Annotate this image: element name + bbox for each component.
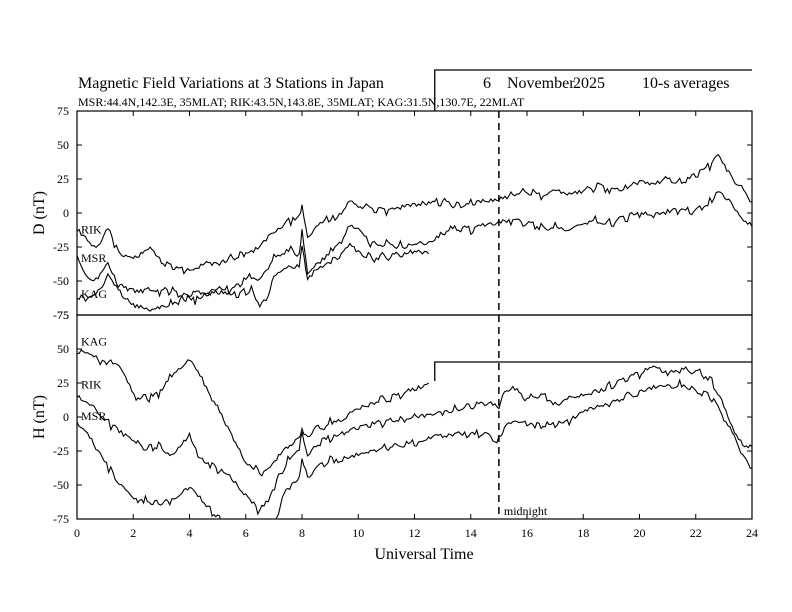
y-tick-label: -75 (53, 512, 69, 526)
plot-area: 75 50 25 0 -25 -50 -75 D (nT) RIK MSR KAG 75 50 25 0 -2… (31, 69, 758, 540)
x-tick-label: 0 (74, 526, 80, 540)
station-label-kag: KAG (81, 287, 107, 301)
series-line-kag-h (77, 349, 429, 477)
header-step-line (434, 69, 752, 111)
y-tick-label: -25 (53, 240, 69, 254)
h-step-line (434, 361, 752, 381)
x-tick-label: 10 (352, 526, 364, 540)
x-tick-label: 14 (465, 526, 477, 540)
date-month: November (507, 75, 575, 92)
date-day: 6 (483, 75, 491, 92)
x-axis-label: Universal Time (374, 546, 473, 563)
x-tick-label: 22 (690, 526, 702, 540)
y-tick-label: 25 (57, 172, 69, 186)
y-tick-label: 75 (57, 104, 69, 118)
y-tick-label: -25 (53, 444, 69, 458)
series-line-msr-d (77, 191, 752, 299)
y-axis-label: H (nT) (31, 395, 48, 439)
station-label-kag: KAG (81, 335, 107, 349)
x-tick-label: 24 (746, 526, 758, 540)
y-tick-label: 25 (57, 376, 69, 390)
stations-info: MSR:44.4N,142.3E, 35MLAT; RIK:43.5N,143.… (78, 95, 525, 109)
y-tick-label: 75 (57, 308, 69, 322)
station-label-msr: MSR (81, 409, 106, 423)
x-tick-label: 20 (634, 526, 646, 540)
y-tick-label: 0 (63, 410, 69, 424)
x-tick-label: 2 (130, 526, 136, 540)
y-axis-label: D (nT) (31, 191, 48, 235)
y-tick-label: -50 (53, 274, 69, 288)
station-label-rik: RIK (81, 378, 102, 392)
y-tick-label: 0 (63, 206, 69, 220)
x-tick-label: 6 (243, 526, 249, 540)
midnight-label: midnight (504, 504, 548, 518)
averaging-label: 10-s averages (642, 75, 730, 92)
x-tick-label: 12 (409, 526, 421, 540)
x-tick-label: 8 (299, 526, 305, 540)
x-tick-label: 18 (577, 526, 589, 540)
series-line-kag-d (77, 242, 429, 312)
y-tick-label: -50 (53, 478, 69, 492)
panel-frame-1 (76, 110, 753, 316)
station-label-msr: MSR (81, 251, 106, 265)
y-tick-label: 50 (57, 342, 69, 356)
x-tick-label: 4 (187, 526, 193, 540)
series-line-msr-h (77, 378, 752, 519)
series-line-rik-d (77, 153, 752, 275)
x-tick-label: 16 (521, 526, 533, 540)
panel-frame-2 (76, 314, 753, 520)
station-label-rik: RIK (81, 222, 102, 236)
date-year: 2025 (573, 75, 605, 92)
y-tick-label: 50 (57, 138, 69, 152)
y-tick-label: -75 (53, 308, 69, 322)
series-line-rik-h (77, 365, 752, 516)
chart-title: Magnetic Field Variations at 3 Stations … (78, 75, 384, 92)
